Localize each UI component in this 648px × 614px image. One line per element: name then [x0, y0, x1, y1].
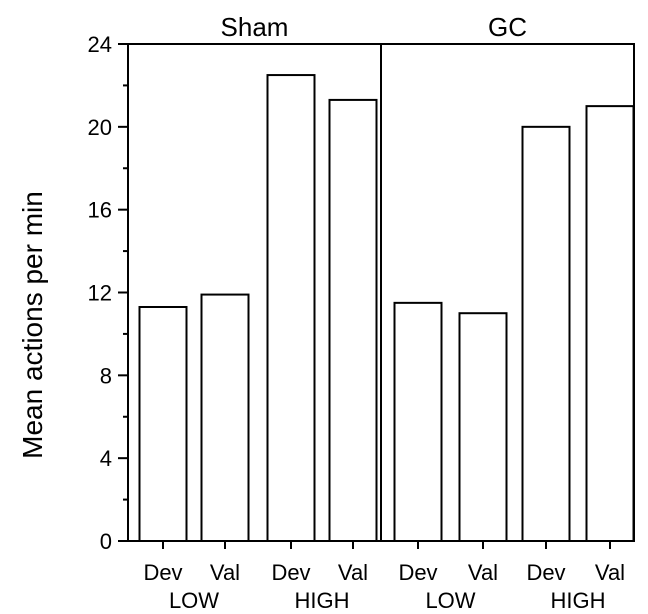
y-tick-label: 8 [100, 363, 112, 388]
group-label: LOW [425, 588, 475, 613]
x-tick-label: Dev [398, 560, 437, 585]
group-label: HIGH [295, 588, 350, 613]
y-tick-label: 0 [100, 529, 112, 554]
panel-title: Sham [221, 12, 289, 42]
bar [200, 293, 250, 542]
y-tick-label: 12 [88, 281, 112, 306]
y-tick-label: 4 [100, 446, 112, 471]
x-tick-label: Dev [143, 560, 182, 585]
bar [458, 312, 508, 543]
group-label: HIGH [551, 588, 606, 613]
y-tick-label: 20 [88, 115, 112, 140]
y-tick-label: 24 [88, 32, 112, 57]
x-tick-label: Val [595, 560, 625, 585]
y-tick-label: 16 [88, 198, 112, 223]
x-tick-label: Val [468, 560, 498, 585]
bar [266, 74, 316, 542]
x-tick-label: Val [338, 560, 368, 585]
panel-title: GC [488, 12, 527, 42]
bar [328, 98, 378, 542]
group-label: LOW [169, 588, 219, 613]
x-tick-label: Dev [271, 560, 310, 585]
bar [585, 105, 635, 542]
x-tick-label: Val [210, 560, 240, 585]
bar [521, 125, 571, 542]
y-axis-title: Mean actions per min [17, 191, 48, 459]
bar [393, 301, 443, 542]
x-tick-label: Dev [526, 560, 565, 585]
bar [138, 305, 188, 542]
plot-area: 0 4 8 12 16 20 24 Sham Dev Val Dev Val LOW HIGH GC Dev V… [88, 12, 635, 613]
